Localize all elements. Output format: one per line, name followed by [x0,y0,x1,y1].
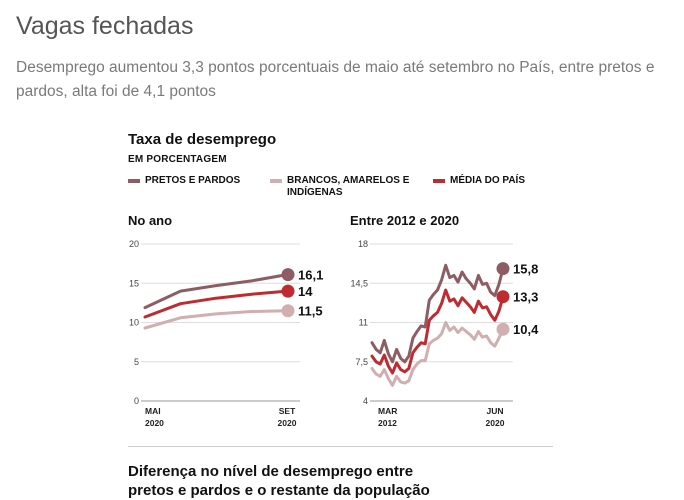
page-headline: Vagas fechadas [16,12,194,40]
x-tick-year: 2020 [278,418,297,428]
series-line [370,288,505,375]
legend-item-pretos-pardos: PRETOS E PARDOS [128,175,240,187]
y-tick-label: 20 [129,239,139,249]
legend-swatch [433,179,445,183]
end-value-label: 15,8 [513,262,538,277]
legend-swatch [128,179,140,183]
x-tick-label: MAR [378,406,397,416]
y-tick-label: 15 [129,278,139,288]
end-value-label: 13,3 [513,290,538,305]
chart-title: Taxa de desemprego [128,131,277,148]
y-tick-label: 0 [134,396,139,406]
end-value-label: 16,1 [298,268,323,283]
end-value-label: 14 [298,284,313,299]
legend-swatch [270,179,282,183]
series-line [370,321,505,387]
end-point-marker [281,304,295,318]
end-point-marker [281,268,295,282]
y-tick-label: 7,5 [355,357,368,367]
legend-item-media: MÉDIA DO PAÍS [433,175,525,187]
end-point-marker [496,322,510,336]
panel-title-no-ano: No ano [128,213,173,228]
section-divider [128,446,553,447]
series-line [370,263,505,364]
page-subhead: Desemprego aumentou 3,3 pontos porcentua… [16,59,655,100]
x-tick-year: 2020 [145,418,164,428]
x-tick-year: 2020 [486,418,505,428]
y-tick-label: 5 [134,357,139,367]
x-tick-label: MAI [145,406,161,416]
x-tick-label: SET [279,406,296,416]
next-section-title: Diferença no nível de desemprego entre p… [128,463,430,499]
y-tick-label: 11 [359,318,368,328]
end-point-marker [496,262,510,276]
end-value-label: 10,4 [513,322,539,337]
y-tick-label: 14,5 [350,278,368,288]
chart-subtitle: EM PORCENTAGEM [128,154,227,165]
series-line [143,289,289,319]
legend-label: BRANCOS, AMARELOS E INDÍGENAS [287,175,410,198]
legend-label: PRETOS E PARDOS [145,175,241,186]
series-line [143,273,289,310]
legend-item-brancos: BRANCOS, AMARELOS E INDÍGENAS [270,175,420,199]
legend-label: MÉDIA DO PAÍS [450,175,526,186]
x-tick-year: 2012 [378,418,397,428]
end-point-marker [281,284,295,298]
x-tick-label: JUN [486,406,503,416]
series-line [143,309,289,330]
panel-title-2012-2020: Entre 2012 e 2020 [350,213,460,228]
end-point-marker [496,290,510,304]
y-tick-label: 10 [129,318,139,328]
end-value-label: 11,5 [298,304,323,319]
y-tick-label: 4 [363,396,368,406]
y-tick-label: 18 [358,239,368,249]
